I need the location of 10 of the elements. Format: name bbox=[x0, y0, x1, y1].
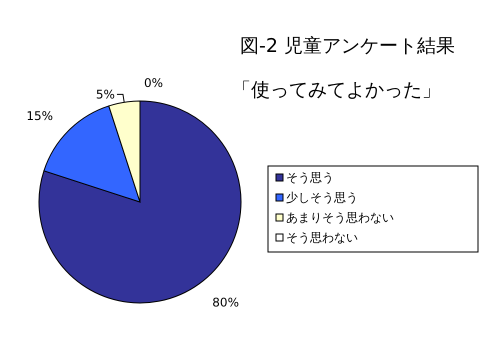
data-label: 15% bbox=[26, 109, 54, 124]
text: 0% bbox=[144, 76, 164, 90]
legend-label: 少しそう思う bbox=[286, 190, 358, 204]
chart-subtitle: 「使ってみてよかった」 bbox=[232, 79, 441, 101]
legend-label: そう思わない bbox=[286, 230, 358, 244]
data-label: 80% bbox=[212, 296, 239, 310]
chart-title: 図-2 児童アンケート結果 bbox=[240, 35, 455, 57]
legend-label: そう思う bbox=[286, 170, 334, 184]
legend-label: あまりそう思わない bbox=[286, 210, 394, 224]
data-label: 5% bbox=[96, 87, 115, 102]
